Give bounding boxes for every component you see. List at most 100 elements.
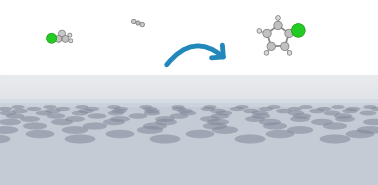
Ellipse shape — [155, 116, 175, 122]
Ellipse shape — [12, 109, 28, 113]
Ellipse shape — [259, 119, 281, 125]
Bar — [0, 99, 378, 107]
Ellipse shape — [324, 111, 340, 115]
Ellipse shape — [111, 109, 127, 113]
Bar — [0, 148, 378, 150]
Bar — [0, 33, 378, 35]
Circle shape — [263, 29, 271, 38]
Bar — [0, 76, 378, 78]
Ellipse shape — [65, 116, 85, 122]
Bar — [0, 52, 378, 54]
Ellipse shape — [20, 116, 40, 122]
Circle shape — [257, 29, 262, 33]
Bar — [0, 57, 378, 59]
Ellipse shape — [143, 107, 157, 111]
Circle shape — [291, 23, 305, 37]
Bar — [0, 2, 378, 4]
Bar — [0, 144, 378, 146]
Bar — [0, 30, 378, 31]
Bar — [0, 18, 378, 20]
Bar — [0, 20, 378, 22]
Bar — [0, 128, 378, 130]
Bar — [0, 35, 378, 37]
Ellipse shape — [288, 111, 304, 115]
Ellipse shape — [323, 122, 347, 130]
Bar — [0, 28, 378, 30]
Bar — [0, 103, 378, 185]
Bar — [0, 6, 378, 7]
Bar — [0, 0, 378, 2]
Bar — [0, 122, 378, 124]
Ellipse shape — [201, 107, 215, 111]
Bar — [0, 0, 378, 75]
Ellipse shape — [266, 130, 294, 138]
Ellipse shape — [11, 105, 25, 109]
Ellipse shape — [56, 107, 70, 111]
Bar — [0, 150, 378, 152]
Bar — [0, 85, 378, 87]
Ellipse shape — [78, 109, 94, 113]
Ellipse shape — [72, 111, 88, 115]
Bar — [0, 80, 378, 81]
Circle shape — [55, 36, 62, 42]
Bar — [0, 50, 378, 52]
Bar — [0, 43, 378, 44]
Bar — [0, 92, 378, 94]
Ellipse shape — [200, 116, 220, 122]
Ellipse shape — [186, 130, 214, 138]
Bar — [0, 168, 378, 170]
Ellipse shape — [65, 134, 95, 144]
Ellipse shape — [293, 113, 311, 119]
Bar — [0, 9, 378, 11]
Circle shape — [132, 19, 136, 24]
Ellipse shape — [243, 109, 259, 113]
Bar — [0, 41, 378, 43]
Bar — [0, 37, 378, 39]
Ellipse shape — [0, 134, 11, 144]
Circle shape — [140, 22, 144, 27]
Bar — [0, 154, 378, 155]
Circle shape — [62, 36, 69, 42]
Bar — [0, 107, 378, 109]
Bar — [0, 94, 378, 96]
Bar — [0, 166, 378, 168]
Ellipse shape — [334, 113, 352, 119]
Bar — [0, 74, 378, 76]
Ellipse shape — [363, 105, 376, 109]
Bar — [0, 78, 378, 80]
Bar — [0, 120, 378, 122]
Ellipse shape — [27, 107, 41, 111]
Bar — [0, 98, 378, 100]
Ellipse shape — [172, 107, 186, 111]
Bar — [0, 178, 378, 179]
Bar — [0, 170, 378, 172]
Bar — [0, 152, 378, 154]
Bar — [0, 141, 378, 142]
Bar — [0, 61, 378, 63]
Ellipse shape — [62, 126, 88, 134]
Circle shape — [69, 39, 73, 43]
Circle shape — [46, 33, 57, 43]
Ellipse shape — [137, 126, 163, 134]
Bar — [0, 126, 378, 128]
Bar — [0, 176, 378, 178]
Bar — [0, 31, 378, 33]
Ellipse shape — [170, 113, 188, 119]
Bar — [0, 72, 378, 74]
Ellipse shape — [144, 111, 160, 115]
Ellipse shape — [180, 111, 196, 115]
Bar — [0, 174, 378, 176]
Bar — [0, 163, 378, 165]
Bar — [0, 91, 378, 92]
Bar — [0, 142, 378, 144]
Ellipse shape — [335, 116, 355, 122]
Bar — [0, 146, 378, 148]
Bar — [0, 161, 378, 163]
Ellipse shape — [143, 122, 167, 130]
Bar — [0, 59, 378, 61]
Circle shape — [264, 51, 269, 55]
Bar — [0, 39, 378, 41]
Bar — [0, 133, 378, 135]
Ellipse shape — [110, 116, 130, 122]
Ellipse shape — [0, 111, 16, 115]
